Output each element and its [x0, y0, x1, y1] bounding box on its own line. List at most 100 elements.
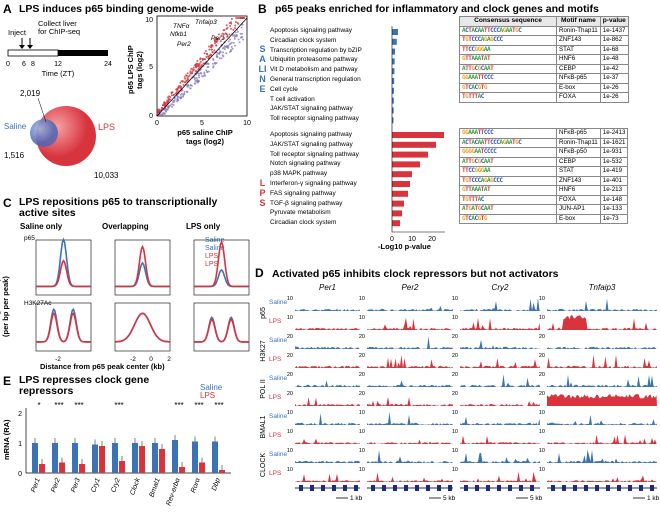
lps-track [547, 394, 657, 406]
saline-pathway: Apoptosis signaling pathway [270, 27, 353, 34]
saline-track [460, 339, 540, 349]
track-scale: 20 [452, 372, 458, 378]
scatter-point [160, 108, 163, 111]
lps-bar [79, 464, 85, 473]
scatter-point [179, 93, 182, 96]
scatter-point [183, 92, 186, 95]
saline-track [367, 380, 453, 387]
scatter-point [196, 64, 199, 67]
gene-tnfaip3: Tnfaip3 [195, 19, 217, 26]
panel-b-title: p65 peaks enriched for inflammatory and … [275, 3, 599, 15]
saline-bar [152, 443, 158, 473]
scatter-point [220, 34, 223, 37]
saline-pathway: Ubiquitin proteasome pathway [270, 56, 358, 64]
exon [371, 485, 375, 491]
lps-pathway-bar [392, 151, 428, 158]
saline-track [367, 336, 453, 349]
condition-label: LPS [269, 394, 282, 401]
exon [617, 485, 621, 491]
exon [628, 485, 632, 491]
significance-star: *** [74, 401, 83, 410]
saline-bar [112, 443, 118, 473]
scatter-point [239, 32, 242, 35]
scatter-point [197, 74, 200, 77]
scatter-point [222, 33, 225, 36]
saline-track [367, 450, 453, 463]
scatter-point [232, 41, 235, 44]
motif-logo: ATGATGCAAT [459, 204, 557, 215]
scatter-point [223, 48, 226, 51]
scatter-point [221, 32, 224, 35]
scatter-point [186, 91, 189, 93]
scatter-point [161, 112, 164, 115]
motif-logo: TTCCGGGAA [459, 44, 557, 55]
scatter-point [189, 84, 192, 87]
motif-pvalue: 1e-73 [599, 213, 629, 224]
saline-track [460, 452, 540, 463]
scatter-point [205, 52, 208, 55]
venn-overlap-count: 2,019 [20, 89, 41, 98]
motif-name: FOXA [556, 194, 601, 205]
condition-label: Saline [269, 299, 287, 306]
condition-label: LPS [269, 470, 282, 477]
motif-row: TTCCGGGAA STAT 1e-68 [459, 44, 629, 55]
saline-bar [132, 443, 138, 473]
motif-row: ATGATGCAAT JUN-AP1 1e-133 [459, 204, 629, 215]
track-scale: 10 [287, 448, 293, 454]
lps-track [460, 401, 540, 406]
pathway-bar-chart: 0 10 20 [390, 26, 445, 243]
scatter-point [180, 85, 183, 88]
saline-pathway-bar [392, 48, 395, 55]
scatter-point [215, 56, 218, 58]
svg-text:10: 10 [408, 236, 416, 243]
scatter-point [213, 49, 216, 52]
saline-bar [172, 440, 178, 473]
motif-pvalue: 1e-931 [599, 147, 629, 158]
lps-bar [179, 467, 185, 473]
motif-pvalue: 1e-42 [599, 63, 629, 74]
motif-row: ATTGCGCAAT CEBP 1e-42 [459, 63, 629, 74]
scatter-point [226, 35, 229, 38]
scatter-point [190, 67, 193, 70]
scatter-point [233, 34, 236, 36]
significance-star: *** [54, 401, 63, 410]
venn-saline-only-count: 1,516 [4, 151, 25, 160]
scatter-point [192, 66, 195, 69]
scatter-point [242, 38, 244, 41]
scatter-point [186, 85, 189, 88]
lps-track [460, 358, 540, 368]
motif-name: HNF6 [556, 54, 601, 65]
scatter-point [171, 103, 173, 106]
motif-pvalue: 1e-68 [599, 44, 629, 55]
lps-bar [39, 464, 45, 473]
timeline: 0 6 8 12 24 Time (ZT) [6, 38, 112, 78]
gene-name: Cry2 [492, 283, 509, 292]
exon [551, 485, 555, 491]
motif-row: TGTCCCAGAGCCC ZNF143 1e-401 [459, 175, 629, 186]
scatter-point [227, 45, 229, 48]
motif-name: Ronin-Thap11 [556, 25, 601, 36]
scatter-point [198, 80, 201, 83]
scatter-plot: TNFα Nfkb1 Tnfaip3 Per2 Per1 0 5 10 0 5 … [145, 15, 251, 127]
scatter-point [193, 78, 196, 81]
saline-track [547, 374, 657, 387]
motif-logo: GTTAAATAT [459, 54, 557, 65]
track-scale: 20 [359, 353, 365, 359]
lps-pathway-bar [392, 171, 412, 178]
panel-b-label: B [258, 2, 267, 16]
scatter-point [221, 54, 224, 57]
motif-name: NFκB-p65 [556, 128, 601, 139]
scatter-point [229, 38, 232, 41]
mrna-bar-chart: 0 1 2 Per1 Per2 Per3 Cry1 Cry2 Clock Bmal1 Rev-… [18, 401, 231, 507]
saline-pathway: Toll receptor signaling pathway [270, 115, 359, 123]
scatter-point [241, 17, 243, 19]
bar-legend: Saline LPS [200, 383, 223, 400]
condition-label: LPS [269, 356, 282, 363]
scatter-point [236, 21, 239, 24]
track-scale: 20 [539, 391, 545, 397]
scatter-point [198, 62, 201, 65]
lps-pathway: Pyruvate metabolism [270, 209, 331, 217]
saline-pathway-bar [392, 87, 394, 94]
scatter-point [220, 57, 223, 60]
scatter-point [191, 72, 193, 74]
